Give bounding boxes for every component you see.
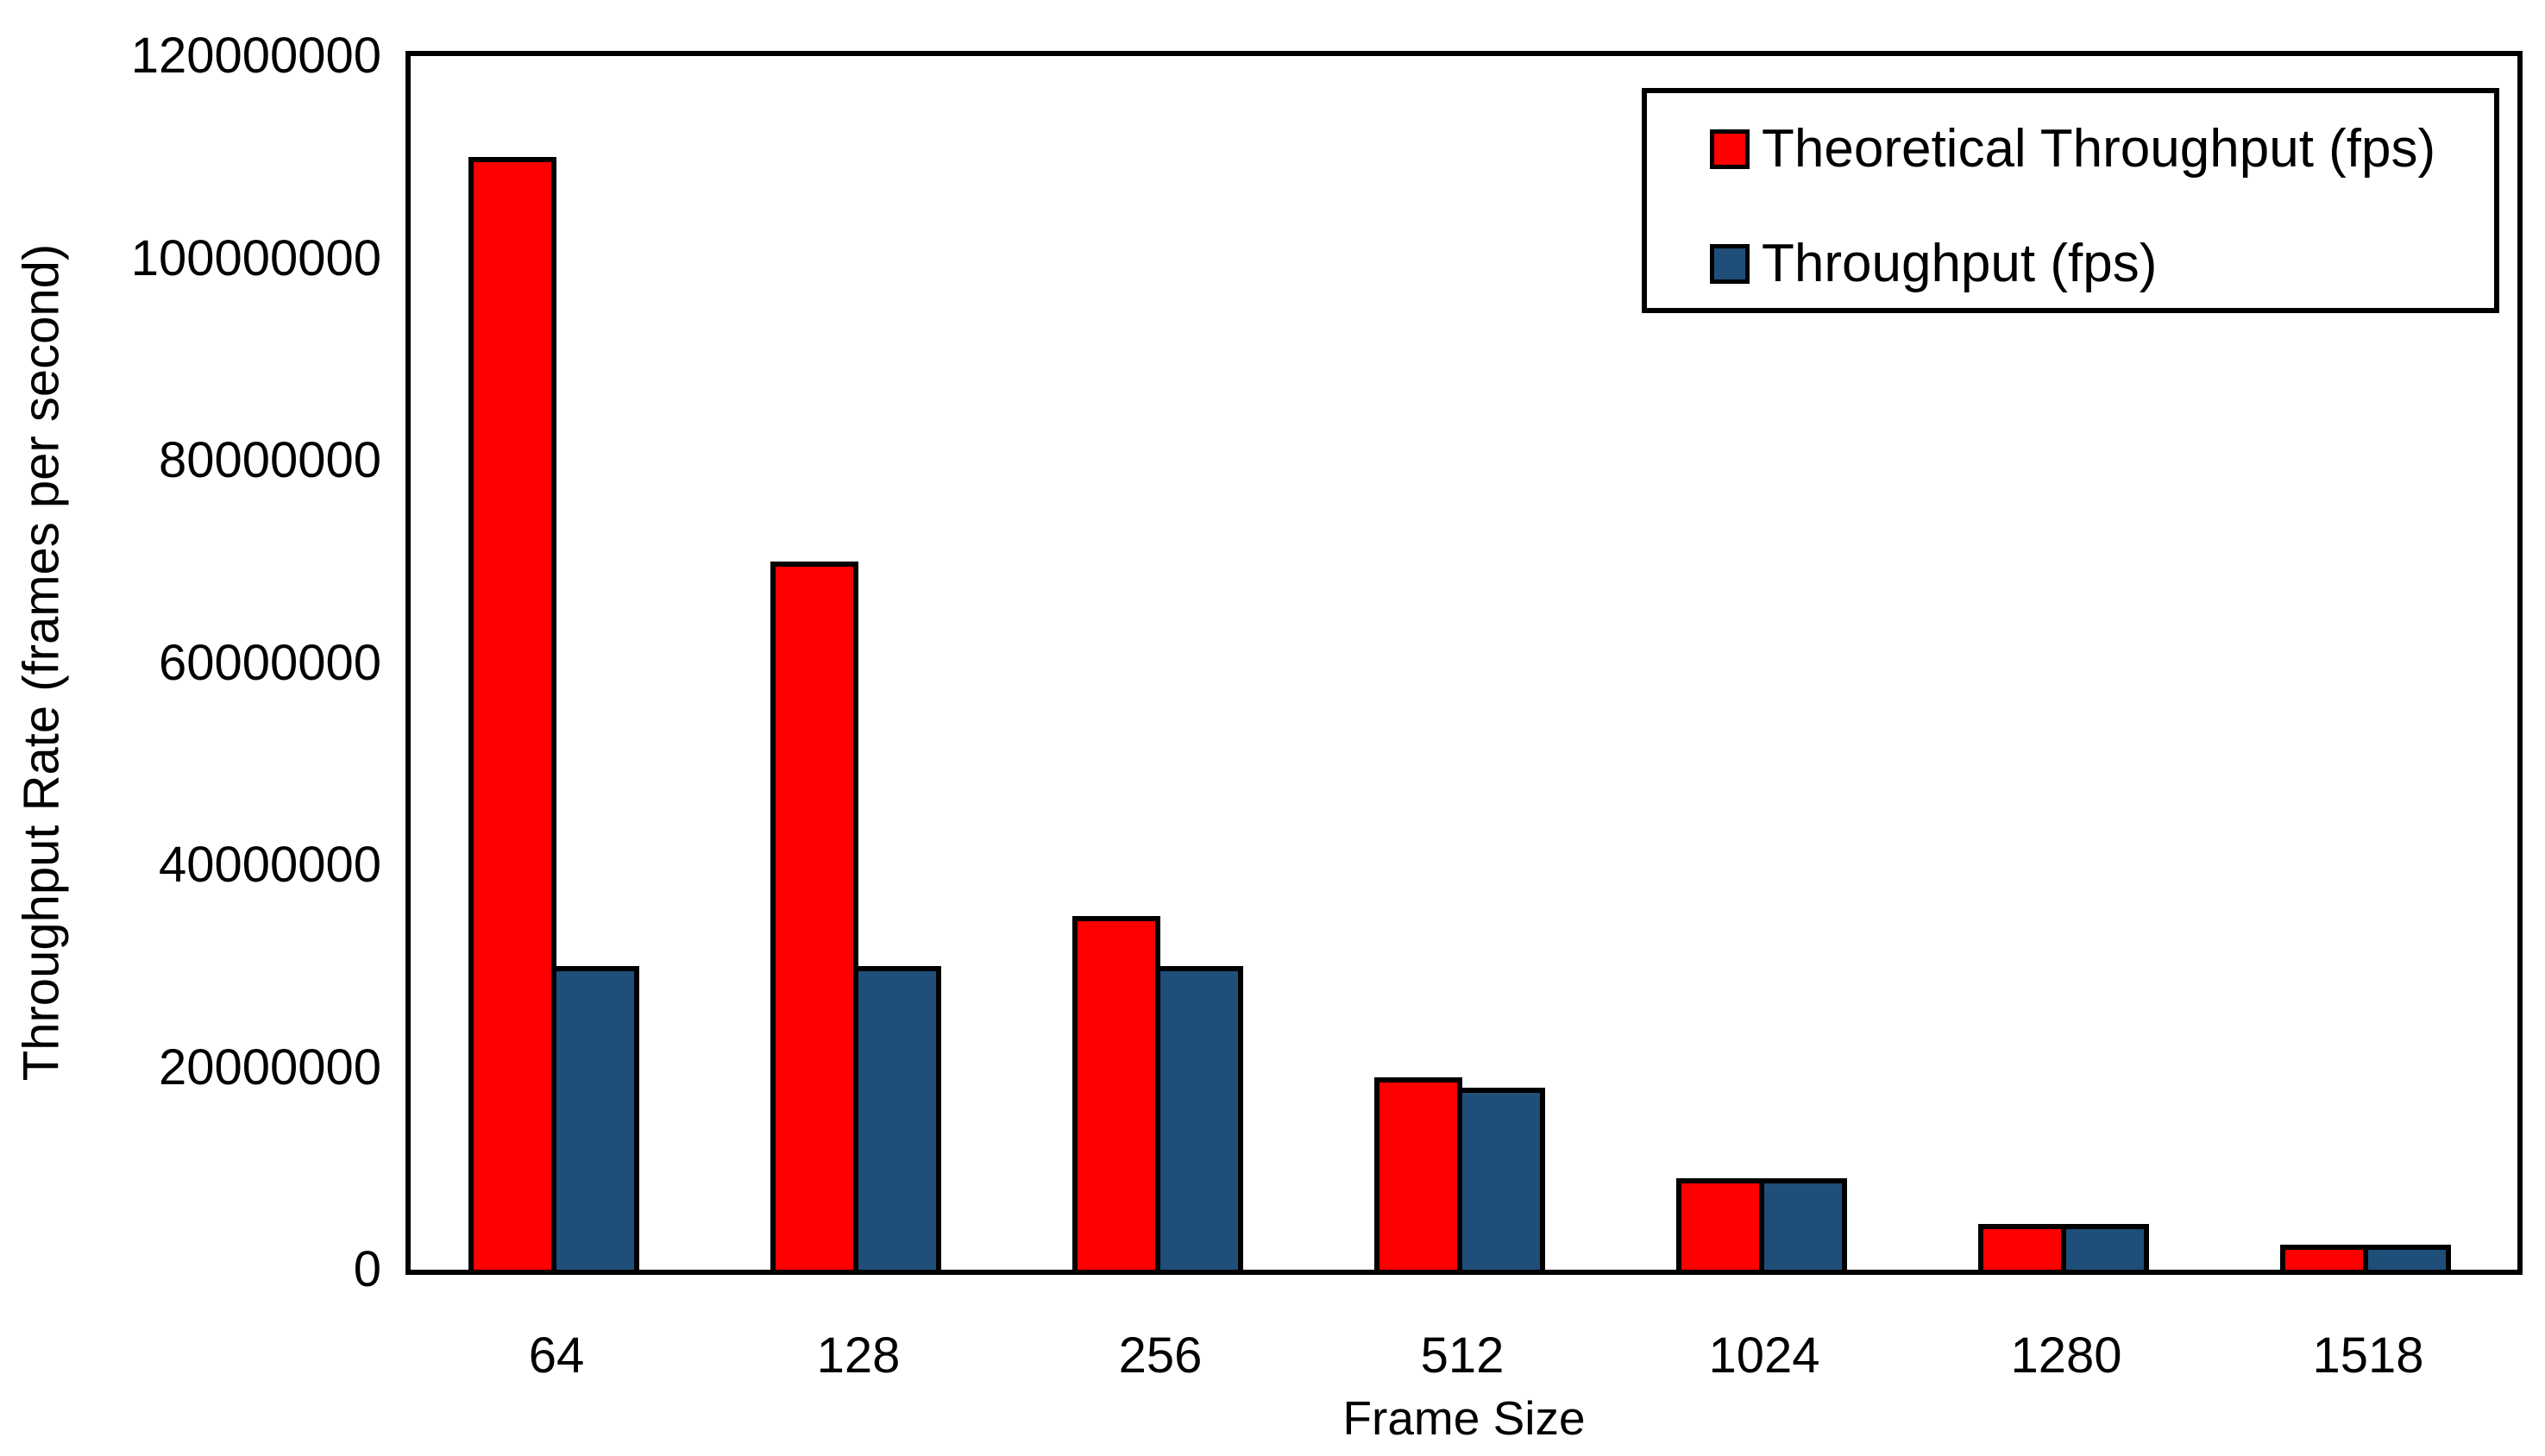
x-tick-label-512: 512 [1420,1327,1505,1384]
legend-label: Theoretical Throughput (fps) [1762,119,2436,179]
throughput-bar-1280 [2061,1224,2149,1275]
x-tick-label-1280: 1280 [2010,1327,2122,1384]
y-tick-label: 40000000 [158,837,381,893]
bar-group-128 [770,562,941,1275]
theoretical-throughput-bar-512 [1374,1077,1462,1275]
blue-square-swatch-icon [1710,244,1750,284]
legend-label: Throughput (fps) [1762,234,2158,293]
bar-group-64 [468,157,639,1275]
bar-group-1518 [2280,1245,2451,1275]
throughput-bar-512 [1457,1088,1545,1275]
red-square-swatch-icon [1710,129,1750,169]
theoretical-throughput-bar-1024 [1676,1178,1764,1275]
bar-group-512 [1374,1077,1545,1275]
throughput-bar-256 [1155,966,1243,1275]
y-tick-label: 120000000 [130,28,381,84]
throughput-bar-1518 [2363,1245,2451,1275]
y-tick-label: 60000000 [158,634,381,691]
theoretical-throughput-bar-64 [468,157,556,1275]
theoretical-throughput-bar-128 [770,562,858,1275]
y-tick-label: 100000000 [130,229,381,286]
bar-group-1280 [1978,1224,2149,1275]
throughput-bar-64 [551,966,639,1275]
legend: Theoretical Throughput (fps) Throughput … [1642,88,2499,313]
legend-item-theoretical-throughput: Theoretical Throughput (fps) [1710,118,2494,180]
x-tick-label-256: 256 [1118,1327,1203,1384]
y-tick-label: 20000000 [158,1039,381,1095]
bar-group-1024 [1676,1178,1847,1275]
x-axis-title: Frame Size [1342,1391,1586,1445]
theoretical-throughput-bar-256 [1072,916,1160,1275]
x-tick-label-128: 128 [816,1327,901,1384]
throughput-bar-128 [853,966,941,1275]
y-tick-label: 80000000 [158,432,381,488]
x-tick-label-1518: 1518 [2312,1327,2424,1384]
theoretical-throughput-bar-1280 [1978,1224,2066,1275]
x-tick-label-1024: 1024 [1708,1327,1820,1384]
theoretical-throughput-bar-1518 [2280,1245,2368,1275]
legend-item-throughput: Throughput (fps) [1710,233,2494,295]
x-tick-label-64: 64 [528,1327,585,1384]
y-tick-label: 0 [353,1241,381,1297]
bar-group-256 [1072,916,1243,1275]
throughput-bar-1024 [1759,1178,1847,1275]
